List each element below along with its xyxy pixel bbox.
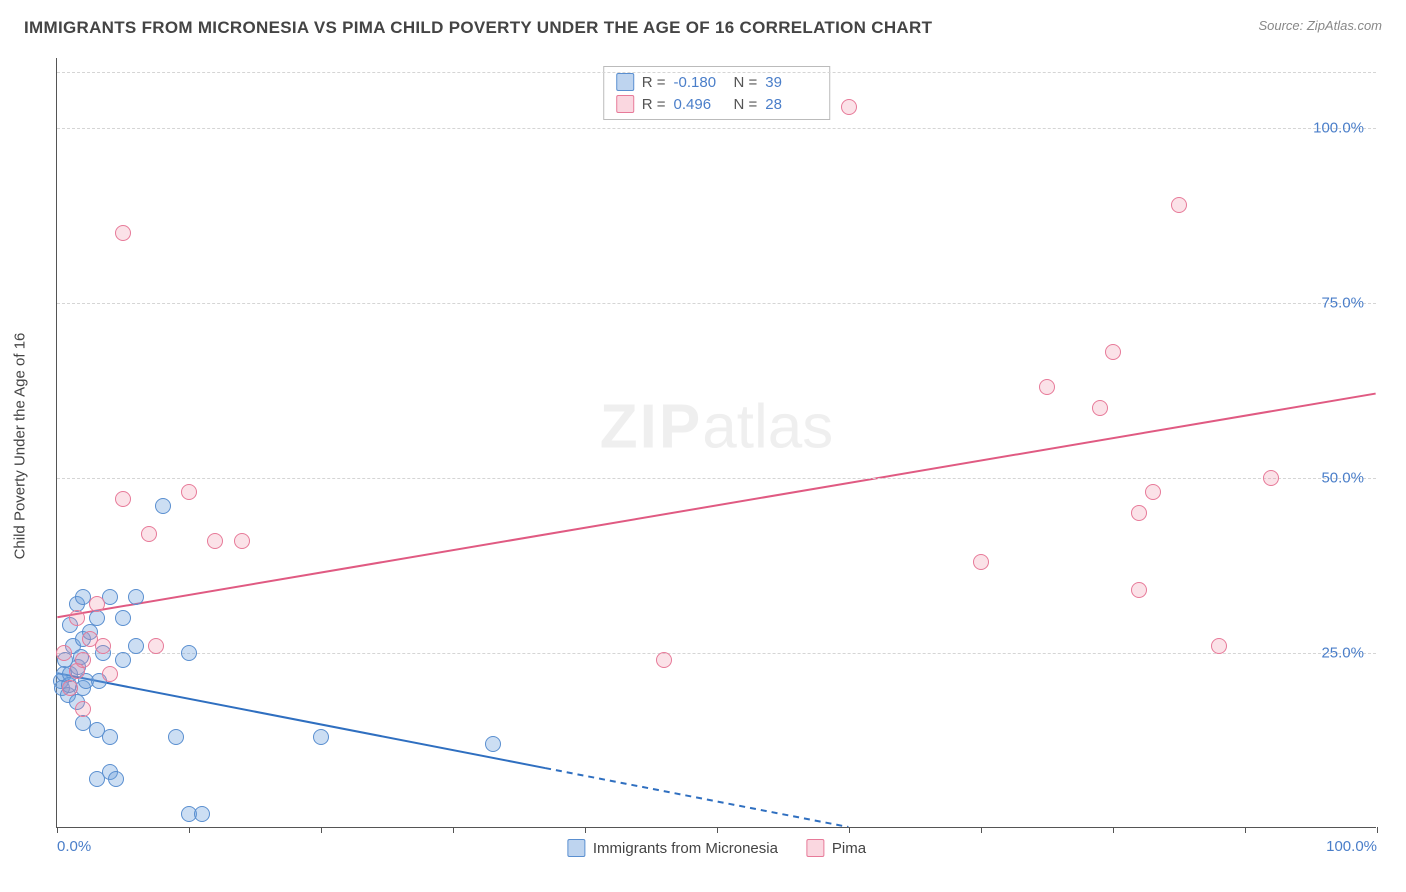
data-point-pima xyxy=(148,638,164,654)
legend-swatch-blue-icon xyxy=(616,73,634,91)
x-tick xyxy=(585,827,586,833)
x-tick xyxy=(57,827,58,833)
correlation-legend: R = -0.180 N = 39 R = 0.496 N = 28 xyxy=(603,66,831,120)
watermark: ZIPatlas xyxy=(600,392,833,463)
data-point-pima xyxy=(841,99,857,115)
data-point-pima xyxy=(1131,505,1147,521)
gridline xyxy=(57,128,1376,129)
data-point-pima xyxy=(115,225,131,241)
data-point-micronesia xyxy=(155,498,171,514)
source-attribution: Source: ZipAtlas.com xyxy=(1258,18,1382,33)
data-point-pima xyxy=(102,666,118,682)
data-point-pima xyxy=(1092,400,1108,416)
legend-swatch-pink-icon xyxy=(806,839,824,857)
y-tick-label: 50.0% xyxy=(1321,470,1364,487)
data-point-pima xyxy=(115,491,131,507)
n-label: N = xyxy=(734,96,758,113)
data-point-pima xyxy=(56,645,72,661)
x-tick xyxy=(189,827,190,833)
data-point-pima xyxy=(1131,582,1147,598)
data-point-micronesia xyxy=(194,806,210,822)
y-tick-label: 25.0% xyxy=(1321,645,1364,662)
data-point-pima xyxy=(1263,470,1279,486)
trend-line xyxy=(57,673,545,768)
data-point-micronesia xyxy=(128,589,144,605)
legend-swatch-blue-icon xyxy=(567,839,585,857)
data-point-micronesia xyxy=(115,610,131,626)
data-point-micronesia xyxy=(485,736,501,752)
legend-label-pima: Pima xyxy=(832,840,866,857)
data-point-micronesia xyxy=(181,645,197,661)
data-point-pima xyxy=(75,701,91,717)
data-point-micronesia xyxy=(128,638,144,654)
legend-row-micronesia: R = -0.180 N = 39 xyxy=(616,71,818,93)
trend-line xyxy=(57,394,1375,618)
r-label: R = xyxy=(642,96,666,113)
x-tick xyxy=(849,827,850,833)
y-axis-label: Child Poverty Under the Age of 16 xyxy=(12,333,29,560)
data-point-pima xyxy=(207,533,223,549)
legend-item-pima: Pima xyxy=(806,839,866,857)
data-point-pima xyxy=(89,596,105,612)
y-tick-label: 75.0% xyxy=(1321,295,1364,312)
r-value-pima: 0.496 xyxy=(674,96,726,113)
data-point-micronesia xyxy=(102,729,118,745)
x-tick xyxy=(453,827,454,833)
data-point-micronesia xyxy=(168,729,184,745)
data-point-pima xyxy=(62,680,78,696)
gridline xyxy=(57,72,1376,73)
trend-line xyxy=(545,768,848,827)
x-tick-label: 0.0% xyxy=(57,838,91,855)
data-point-micronesia xyxy=(89,610,105,626)
legend-swatch-pink-icon xyxy=(616,95,634,113)
chart-title: IMMIGRANTS FROM MICRONESIA VS PIMA CHILD… xyxy=(24,18,932,37)
data-point-micronesia xyxy=(108,771,124,787)
legend-row-pima: R = 0.496 N = 28 xyxy=(616,93,818,115)
n-label: N = xyxy=(734,74,758,91)
series-legend: Immigrants from Micronesia Pima xyxy=(567,839,866,857)
x-tick xyxy=(1377,827,1378,833)
n-value-micronesia: 39 xyxy=(765,74,817,91)
gridline xyxy=(57,653,1376,654)
x-tick xyxy=(717,827,718,833)
trend-lines xyxy=(57,58,1376,827)
data-point-pima xyxy=(1105,344,1121,360)
x-tick-label: 100.0% xyxy=(1326,838,1377,855)
data-point-micronesia xyxy=(313,729,329,745)
scatter-plot-area: ZIPatlas R = -0.180 N = 39 R = 0.496 N =… xyxy=(56,58,1376,828)
data-point-pima xyxy=(1211,638,1227,654)
y-tick-label: 100.0% xyxy=(1313,120,1364,137)
data-point-pima xyxy=(1171,197,1187,213)
data-point-pima xyxy=(95,638,111,654)
legend-label-micronesia: Immigrants from Micronesia xyxy=(593,840,778,857)
r-label: R = xyxy=(642,74,666,91)
x-tick xyxy=(981,827,982,833)
n-value-pima: 28 xyxy=(765,96,817,113)
x-tick xyxy=(321,827,322,833)
data-point-pima xyxy=(1145,484,1161,500)
data-point-pima xyxy=(656,652,672,668)
data-point-pima xyxy=(234,533,250,549)
data-point-pima xyxy=(75,652,91,668)
gridline xyxy=(57,478,1376,479)
x-tick xyxy=(1245,827,1246,833)
r-value-micronesia: -0.180 xyxy=(674,74,726,91)
data-point-pima xyxy=(181,484,197,500)
data-point-pima xyxy=(69,610,85,626)
data-point-micronesia xyxy=(115,652,131,668)
gridline xyxy=(57,303,1376,304)
x-tick xyxy=(1113,827,1114,833)
data-point-pima xyxy=(973,554,989,570)
legend-item-micronesia: Immigrants from Micronesia xyxy=(567,839,778,857)
data-point-pima xyxy=(1039,379,1055,395)
data-point-pima xyxy=(141,526,157,542)
